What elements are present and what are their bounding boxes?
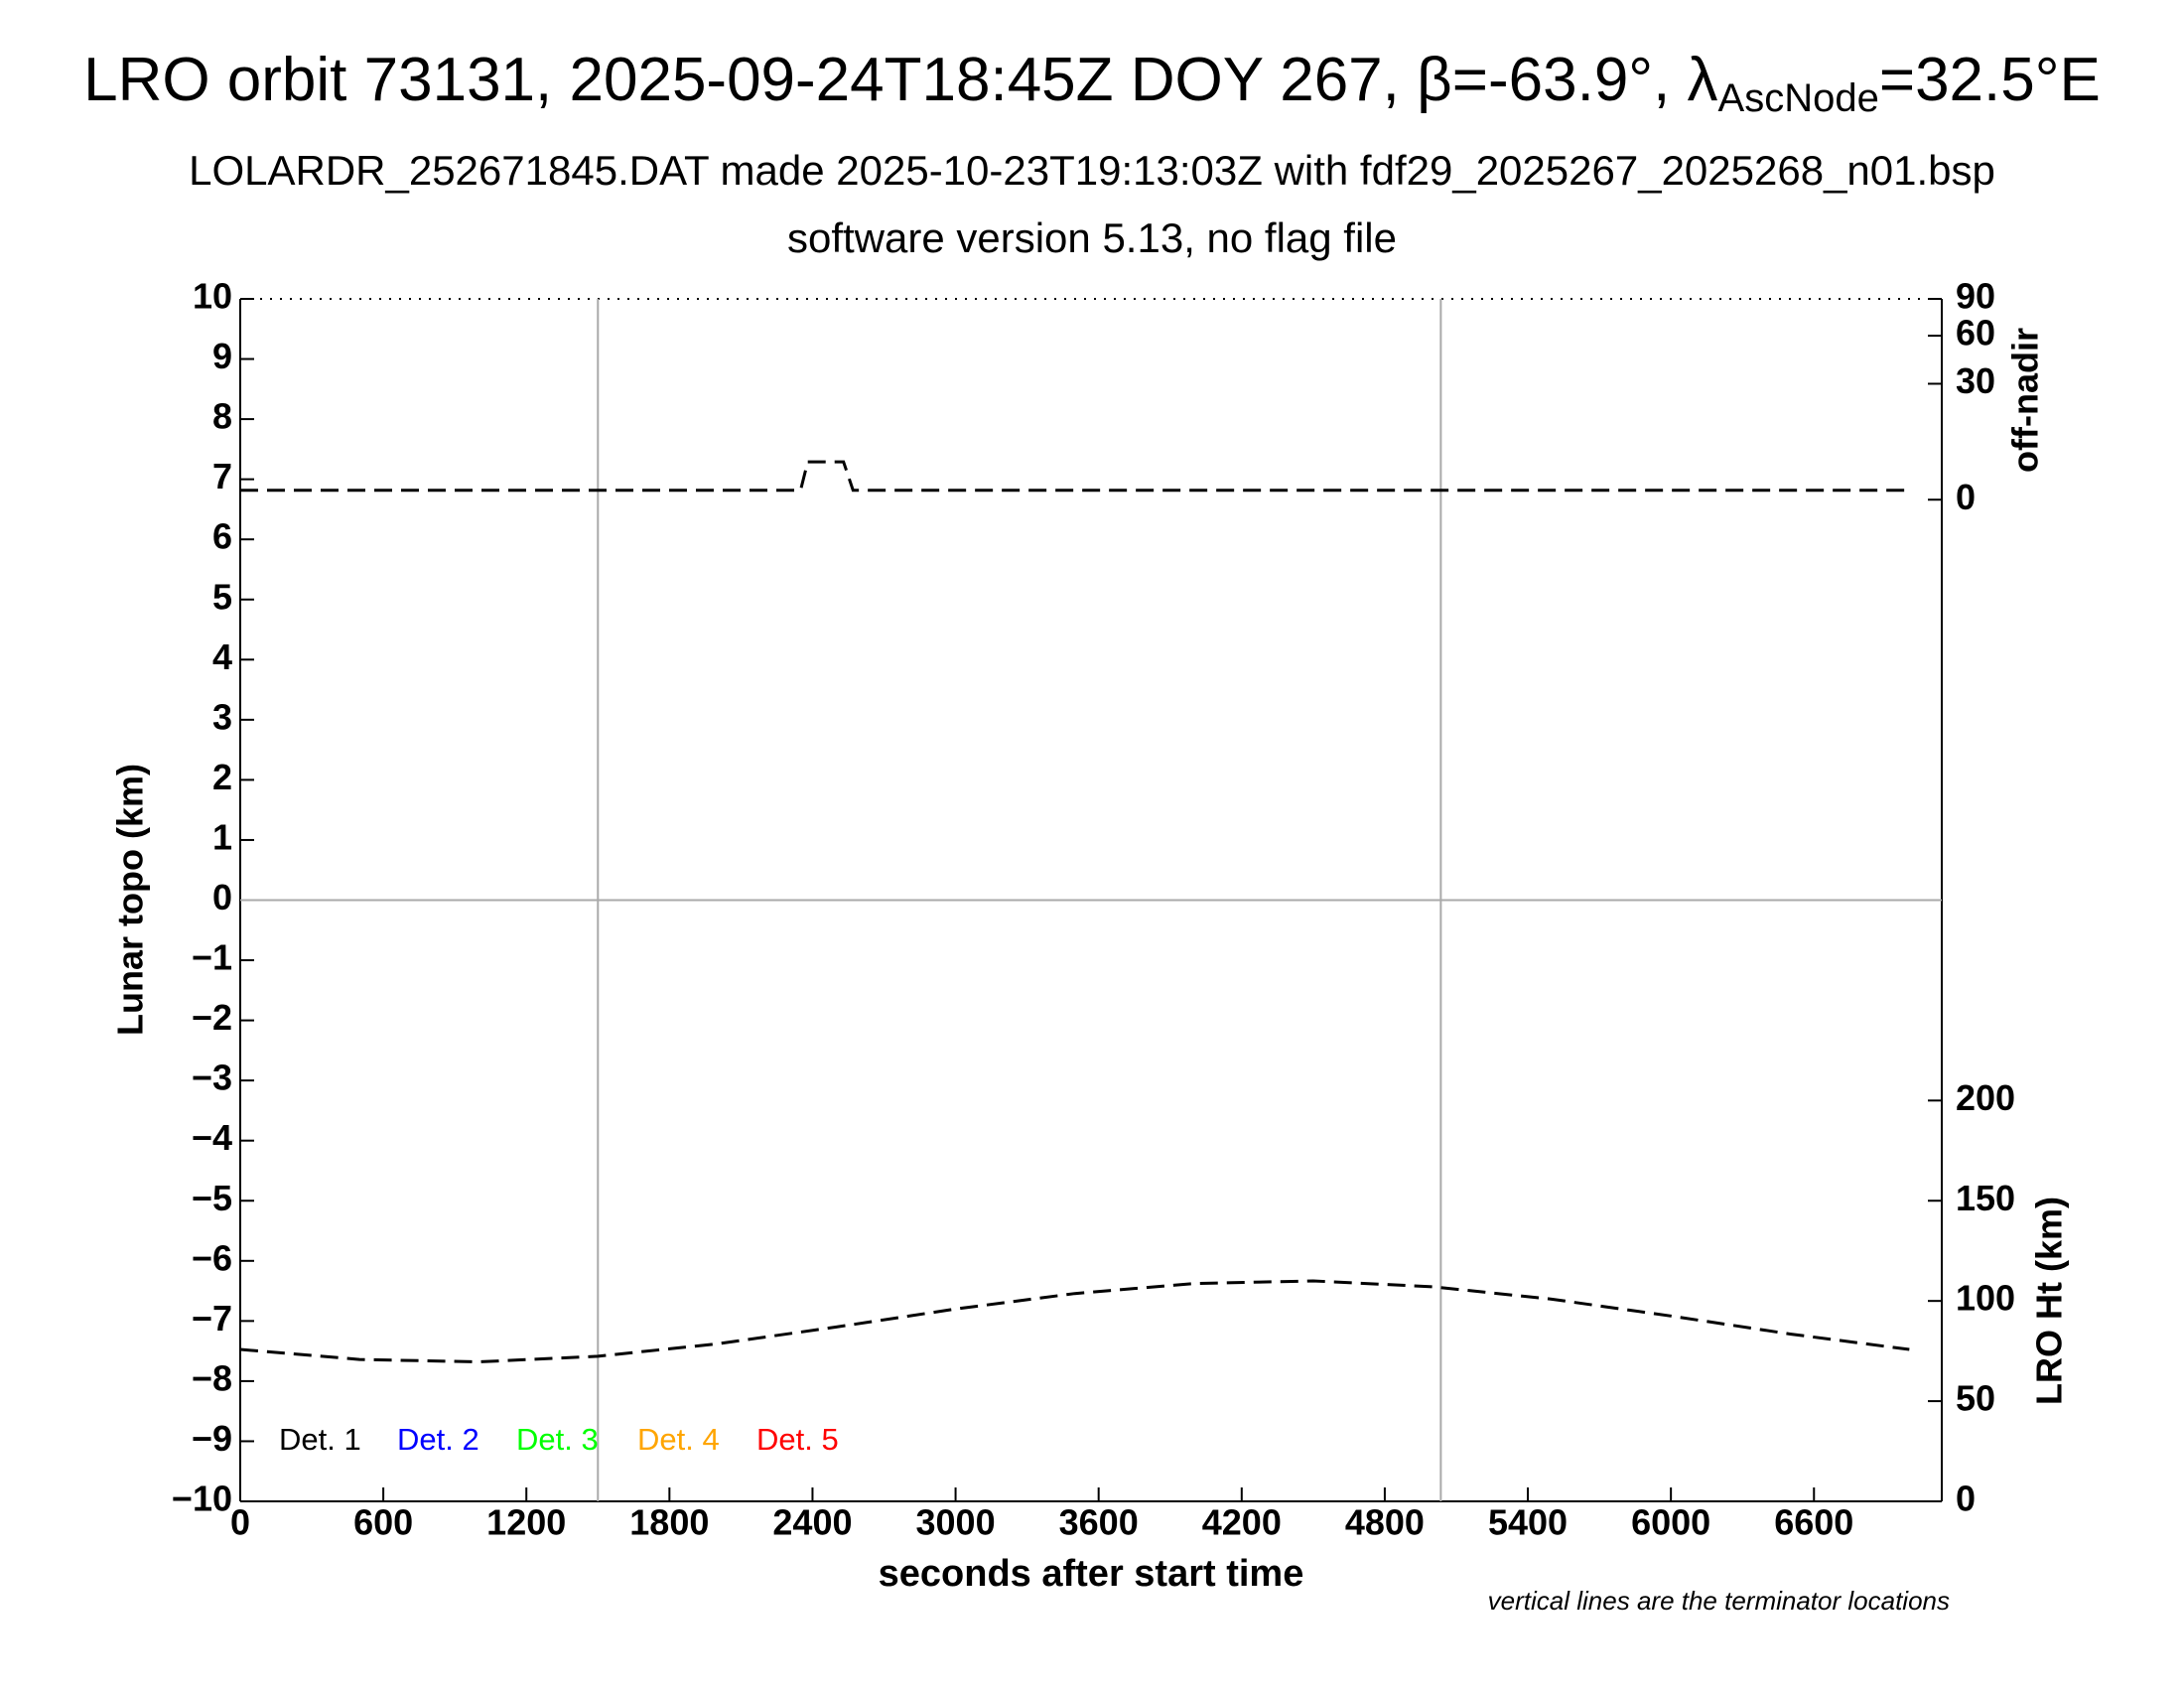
series-line	[239, 1279, 1910, 1364]
y-tick-label: −10	[172, 1479, 232, 1519]
x-axis-label: seconds after start time	[879, 1553, 1304, 1595]
y3-axis-label: off-nadir	[2005, 328, 2046, 473]
x-tick-label: 1200	[486, 1502, 566, 1543]
y-axis-label: Lunar topo (km)	[110, 764, 151, 1036]
y-tick-label: −6	[192, 1237, 232, 1278]
y2-tick-label: 150	[1956, 1178, 2015, 1218]
x-tick-label: 0	[230, 1502, 250, 1543]
subtitle: software version 5.13, no flag file	[787, 214, 1397, 261]
y-tick-label: −8	[192, 1357, 232, 1398]
y-tick-label: 9	[212, 336, 232, 376]
y-tick-label: 4	[212, 636, 232, 677]
y-tick-label: 10	[193, 276, 232, 317]
y3-tick-label: 0	[1956, 477, 1976, 517]
y2-tick-label: 100	[1956, 1278, 2015, 1319]
y3-tick-label: 60	[1956, 313, 1995, 353]
x-tick-label: 6000	[1631, 1502, 1710, 1543]
legend-entry: Det. 1	[279, 1422, 361, 1457]
y-tick-label: 1	[212, 816, 232, 857]
y-tick-label: 5	[212, 576, 232, 617]
title-tail: =32.5°E	[1879, 46, 2101, 114]
series-line	[240, 460, 1910, 493]
y-tick-label: −1	[192, 937, 232, 978]
chart-title: LRO orbit 73131, 2025-09-24T18:45Z DOY 2…	[83, 46, 2101, 119]
y-tick-label: 0	[212, 877, 232, 917]
x-tick-label: 2400	[772, 1502, 852, 1543]
y-tick-label: 6	[212, 516, 232, 557]
x-tick-label: 4200	[1202, 1502, 1282, 1543]
x-tick-label: 4800	[1345, 1502, 1425, 1543]
title-text: LRO orbit 73131, 2025-09-24T18:45Z DOY 2…	[83, 46, 1717, 114]
x-tick-label: 6600	[1774, 1502, 1853, 1543]
y2-tick-label: 200	[1956, 1077, 2015, 1118]
y2-tick-label: 0	[1956, 1479, 1976, 1519]
y-tick-label: −4	[192, 1117, 232, 1158]
note: vertical lines are the terminator locati…	[1488, 1586, 1950, 1616]
legend-entry: Det. 3	[516, 1422, 599, 1457]
legend-entry: Det. 4	[637, 1422, 720, 1457]
x-tick-label: 3600	[1059, 1502, 1139, 1543]
x-tick-label: 1800	[629, 1502, 709, 1543]
y3-tick-label: 90	[1956, 276, 1995, 317]
y-tick-label: −9	[192, 1418, 232, 1459]
y-tick-label: −7	[192, 1298, 232, 1339]
y-tick-label: 3	[212, 696, 232, 737]
subtitle: LOLARDR_252671845.DAT made 2025-10-23T19…	[189, 147, 1995, 194]
y-tick-label: −5	[192, 1178, 232, 1218]
y-tick-label: 8	[212, 396, 232, 437]
legend-entry: Det. 5	[756, 1422, 839, 1457]
title-subscript: AscNode	[1718, 76, 1879, 120]
y2-axis-label: LRO Ht (km)	[2029, 1197, 2070, 1405]
x-tick-label: 600	[353, 1502, 413, 1543]
y-tick-label: 7	[212, 456, 232, 496]
y-tick-label: −3	[192, 1058, 232, 1098]
x-tick-label: 3000	[916, 1502, 996, 1543]
y2-tick-label: 50	[1956, 1378, 1995, 1419]
legend-entry: Det. 2	[397, 1422, 479, 1457]
y-tick-label: 2	[212, 757, 232, 797]
y-tick-label: −2	[192, 997, 232, 1038]
x-tick-label: 5400	[1488, 1502, 1568, 1543]
y3-tick-label: 30	[1956, 360, 1995, 401]
